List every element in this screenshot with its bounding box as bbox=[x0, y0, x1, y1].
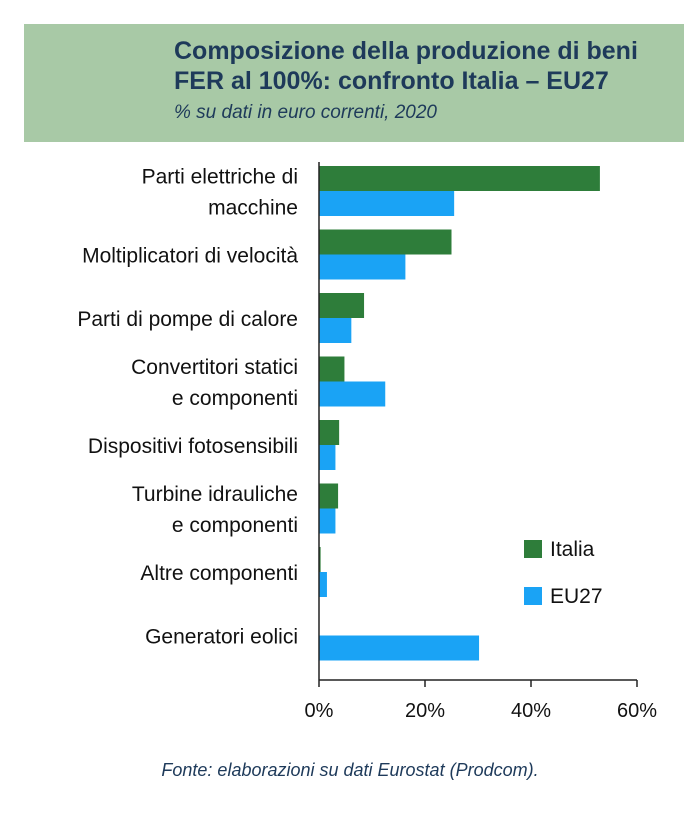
bar-eu27-4 bbox=[319, 445, 336, 470]
chart-subtitle: % su dati in euro correnti, 2020 bbox=[174, 102, 437, 123]
bar-chart: Parti elettriche di macchine Moltiplicator… bbox=[77, 162, 657, 722]
source-note: Fonte: elaborazioni su dati Eurostat (Pr… bbox=[161, 760, 539, 780]
bar-eu27-5 bbox=[319, 508, 336, 534]
bar-italia-0 bbox=[319, 166, 600, 191]
chart-header: Composizione della produzione di beni FE… bbox=[24, 24, 684, 142]
bar-eu27-6 bbox=[319, 572, 327, 597]
bar-italia-6 bbox=[319, 547, 321, 572]
bar-eu27-2 bbox=[319, 318, 352, 343]
bar-eu27-7 bbox=[319, 635, 480, 661]
category-label: Convertitori statici bbox=[131, 356, 298, 379]
category-label: Turbine idrauliche bbox=[132, 483, 298, 506]
category-label: Dispositivi fotosensibili bbox=[88, 435, 298, 458]
legend-label: Italia bbox=[550, 538, 595, 561]
category-label: macchine bbox=[208, 197, 298, 220]
category-label: Altre componenti bbox=[140, 562, 298, 585]
legend-swatch-eu27 bbox=[524, 587, 542, 605]
category-label: Parti di pompe di calore bbox=[77, 308, 298, 331]
category-label: Moltiplicatori di velocità bbox=[82, 245, 298, 268]
bar-eu27-3 bbox=[319, 381, 386, 407]
category-label: e componenti bbox=[172, 387, 298, 410]
category-label: Generatori eolici bbox=[145, 626, 298, 649]
legend-label: EU27 bbox=[550, 585, 603, 608]
x-tick-label: 20% bbox=[405, 700, 445, 722]
bar-italia-4 bbox=[319, 420, 340, 445]
bar-italia-3 bbox=[319, 356, 345, 382]
x-tick-label: 60% bbox=[617, 700, 657, 722]
legend-swatch-italia bbox=[524, 540, 542, 558]
category-label: Parti elettriche di bbox=[142, 166, 298, 189]
x-tick-label: 40% bbox=[511, 700, 551, 722]
bar-italia-2 bbox=[319, 293, 365, 318]
bar-eu27-0 bbox=[319, 191, 455, 216]
x-tick-label: 0% bbox=[305, 700, 334, 722]
chart-title: Composizione della produzione di beni FE… bbox=[174, 37, 638, 95]
category-label: e componenti bbox=[172, 514, 298, 537]
bar-italia-1 bbox=[319, 229, 452, 255]
bar-eu27-1 bbox=[319, 254, 406, 280]
bar-italia-5 bbox=[319, 483, 339, 509]
